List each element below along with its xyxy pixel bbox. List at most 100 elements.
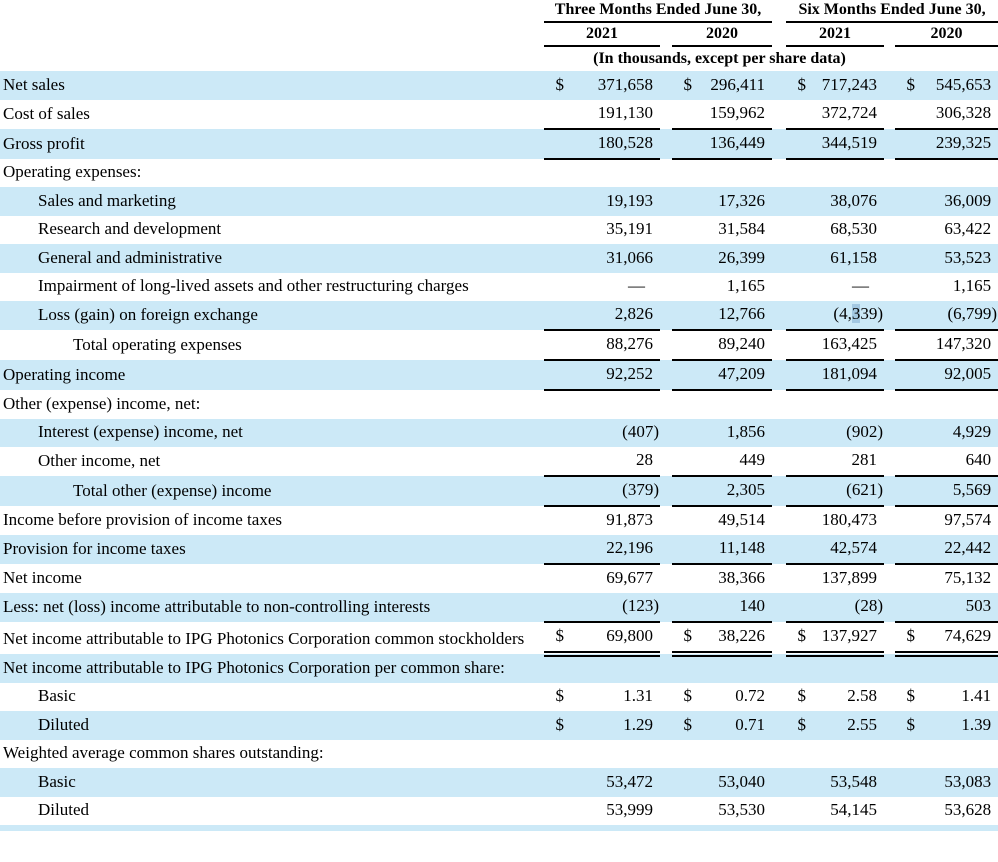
column-gap	[772, 71, 786, 100]
cell-value: 137,927	[808, 622, 884, 657]
cell-value: 147,320	[917, 330, 998, 361]
cell-currency-symbol	[786, 506, 808, 535]
cell-currency-symbol: $	[555, 714, 565, 734]
column-gap	[772, 419, 786, 448]
cell-currency-symbol: $	[683, 686, 693, 705]
cell-currency-symbol	[544, 128, 566, 160]
row-label: Net sales	[3, 74, 65, 94]
cell-currency-symbol	[786, 360, 808, 391]
cell-value: 68,530	[830, 219, 877, 238]
cell-value: 22,442	[917, 535, 998, 565]
cell-currency-symbol: $	[683, 714, 693, 734]
cell-value: 28	[566, 447, 660, 477]
cell-currency-symbol	[672, 390, 694, 419]
year-header-6m-2021: 2021	[786, 22, 884, 47]
cell-currency-symbol	[672, 740, 694, 769]
cell-currency-symbol	[672, 768, 694, 797]
cell-currency-symbol	[672, 654, 694, 683]
cell-currency-symbol	[786, 187, 808, 216]
cell-currency-symbol	[672, 419, 694, 448]
cell-currency-symbol	[895, 360, 917, 391]
column-gap	[660, 22, 672, 46]
column-gap	[772, 654, 786, 683]
cell-currency-symbol: $	[555, 74, 565, 94]
cell-currency-symbol	[544, 593, 566, 623]
row-label: Impairment of long-lived assets and othe…	[38, 276, 469, 295]
cell-value: (6,799)	[917, 301, 998, 331]
cell-currency-symbol	[544, 419, 566, 448]
column-gap	[895, 46, 998, 71]
cell-value: 2,305	[694, 476, 772, 507]
cell-currency-symbol	[544, 99, 566, 130]
column-gap	[660, 683, 672, 712]
column-gap	[660, 244, 672, 273]
column-gap	[884, 711, 895, 740]
cell-value: 239,325	[917, 128, 998, 160]
cell-currency-symbol	[544, 159, 566, 188]
cell-currency-symbol	[895, 390, 917, 419]
cell-currency-symbol	[895, 768, 917, 797]
cell-currency-symbol	[895, 476, 917, 507]
column-gap	[660, 768, 672, 797]
row-label: Total operating expenses	[73, 335, 242, 354]
label-column-header	[0, 0, 544, 22]
cell-value: 88,276	[566, 330, 660, 361]
column-gap	[772, 330, 786, 360]
cell-currency-symbol	[544, 360, 566, 391]
cell-value: 35,191	[606, 219, 653, 238]
cell-currency-symbol: $	[555, 686, 565, 705]
table-row: Interest (expense) income, net (407) 1,856…	[0, 418, 998, 448]
column-gap	[660, 273, 672, 302]
column-gap	[884, 506, 895, 535]
cell-value	[917, 390, 998, 419]
cell-value: 89,240	[694, 330, 772, 361]
row-label: Net income	[3, 568, 82, 587]
row-label: Income before provision of income taxes	[3, 510, 282, 529]
column-gap	[660, 447, 672, 476]
cell-value: 4,929	[952, 422, 992, 441]
cell-value: 47,209	[694, 360, 772, 391]
cell-value: 372,724	[808, 99, 884, 130]
cell-currency-symbol	[895, 99, 917, 130]
cell-value	[566, 654, 660, 683]
cell-currency-symbol: $	[797, 74, 807, 94]
group-header-row: Three Months Ended June 30, Six Months E…	[0, 0, 998, 23]
column-gap	[660, 593, 672, 622]
cell-currency-symbol	[786, 768, 808, 797]
row-label: Weighted average common shares outstandi…	[3, 743, 324, 762]
cell-value: 344,519	[808, 128, 884, 160]
cell-value: 91,873	[606, 510, 653, 529]
cell-value: 19,193	[606, 190, 653, 210]
row-label: Interest (expense) income, net	[38, 422, 243, 441]
cell-currency-symbol	[672, 447, 694, 477]
column-gap	[772, 768, 786, 797]
cell-currency-symbol	[895, 740, 917, 769]
cell-value: (4,339)	[808, 301, 884, 331]
table-row: Less: net (loss) income attributable to …	[0, 593, 998, 623]
cell-value: 306,328	[917, 99, 998, 130]
cell-value: 1.29	[623, 714, 653, 734]
cell-value	[566, 159, 660, 188]
cell-currency-symbol	[544, 768, 566, 797]
cell-currency-symbol	[544, 447, 566, 477]
cell-value: —	[628, 276, 645, 295]
column-gap	[772, 564, 786, 593]
table-row: Sales and marketing 19,193 17,326 38,076 36,…	[0, 187, 998, 216]
column-gap	[660, 419, 672, 448]
cell-currency-symbol	[895, 244, 917, 273]
cell-value: (621)	[808, 476, 884, 507]
cell-value: 180,473	[821, 510, 877, 529]
cell-value: 69,677	[606, 568, 653, 587]
cell-value: 61,158	[830, 247, 877, 267]
column-gap	[884, 476, 895, 506]
cell-value: 503	[917, 593, 998, 623]
table-row: Provision for income taxes 22,196 11,148 42…	[0, 535, 998, 565]
cell-currency-symbol	[786, 797, 808, 826]
cell-value: 449	[694, 447, 772, 477]
row-label: Diluted	[38, 714, 89, 734]
cell-currency-symbol	[895, 273, 917, 302]
cell-value: 2.58	[847, 686, 877, 705]
cell-value: 191,130	[566, 99, 660, 130]
column-gap	[884, 129, 895, 159]
cell-value: 75,132	[944, 568, 992, 587]
